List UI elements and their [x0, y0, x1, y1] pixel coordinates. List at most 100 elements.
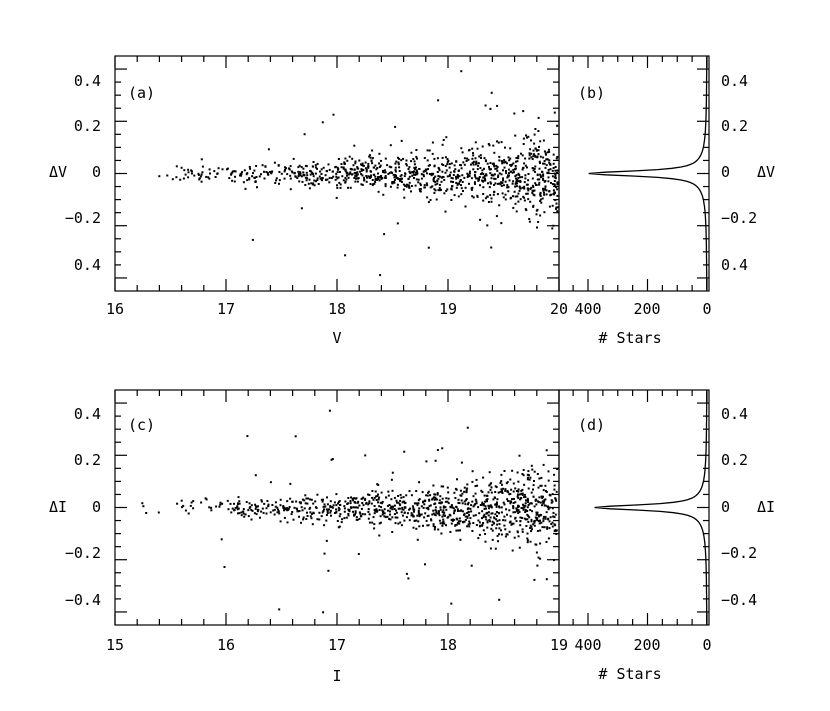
- data-point: [423, 503, 426, 506]
- data-point: [292, 518, 295, 521]
- data-point: [487, 182, 489, 185]
- data-point: [192, 507, 195, 510]
- data-point: [358, 159, 361, 162]
- data-point: [246, 172, 249, 175]
- data-point: [481, 501, 484, 504]
- data-point: [408, 181, 411, 184]
- data-point: [532, 169, 535, 172]
- data-point: [397, 495, 400, 497]
- data-point: [273, 508, 276, 511]
- data-point: [511, 549, 514, 552]
- data-point: [289, 174, 292, 177]
- data-point: [526, 541, 529, 544]
- data-point: [230, 511, 233, 514]
- data-point: [476, 177, 479, 180]
- data-point: [237, 512, 239, 515]
- data-point: [544, 498, 547, 501]
- data-point: [441, 515, 444, 518]
- data-point: [351, 173, 354, 176]
- data-point: [444, 506, 447, 509]
- data-point: [500, 184, 503, 187]
- data-point: [382, 193, 385, 196]
- data-point: [397, 522, 400, 525]
- data-point: [277, 164, 280, 167]
- data-point: [504, 180, 507, 183]
- data-point: [190, 501, 193, 504]
- data-point: [507, 190, 510, 193]
- data-point: [441, 447, 444, 450]
- data-point: [545, 578, 548, 581]
- data-point: [489, 504, 492, 507]
- data-point: [416, 504, 419, 507]
- data-point: [427, 164, 430, 167]
- data-point: [528, 478, 531, 481]
- data-point: [239, 174, 241, 177]
- data-point: [485, 518, 488, 521]
- data-point: [471, 470, 474, 473]
- data-point: [553, 530, 556, 533]
- panel-b-xtick-label: 400: [574, 300, 601, 318]
- data-point: [405, 494, 408, 497]
- data-point: [429, 494, 432, 497]
- data-point: [467, 507, 470, 510]
- data-point: [551, 507, 554, 510]
- data-point: [328, 176, 331, 179]
- data-point: [497, 174, 500, 177]
- data-point: [507, 175, 510, 178]
- data-point: [542, 187, 544, 190]
- data-point: [425, 494, 428, 497]
- data-point: [474, 171, 476, 173]
- data-point: [434, 506, 437, 509]
- data-point: [433, 528, 436, 531]
- data-point: [322, 498, 324, 501]
- data-point: [524, 502, 527, 505]
- data-point: [415, 169, 418, 172]
- data-point: [528, 502, 531, 505]
- data-point: [484, 177, 486, 180]
- data-point: [484, 533, 487, 535]
- data-point: [496, 515, 498, 517]
- data-point: [290, 513, 293, 516]
- data-point: [342, 179, 345, 182]
- data-point: [367, 166, 370, 169]
- data-point: [531, 167, 534, 169]
- data-point: [402, 183, 405, 186]
- data-point: [513, 190, 516, 193]
- data-point: [489, 107, 492, 110]
- data-point: [461, 510, 464, 513]
- data-point: [318, 175, 321, 178]
- data-point: [453, 164, 456, 167]
- data-point: [434, 183, 437, 186]
- data-point: [515, 181, 518, 184]
- data-point: [453, 512, 455, 515]
- data-point: [496, 182, 499, 185]
- data-point: [489, 547, 492, 550]
- data-point: [432, 512, 435, 515]
- data-point: [269, 170, 271, 173]
- data-point: [536, 530, 539, 532]
- data-point: [449, 531, 452, 533]
- data-point: [245, 501, 248, 503]
- data-point: [395, 499, 398, 502]
- data-point: [542, 156, 545, 159]
- data-point: [506, 162, 508, 165]
- data-point: [461, 174, 464, 177]
- data-point: [459, 529, 461, 532]
- data-point: [514, 202, 517, 205]
- data-point: [442, 520, 445, 523]
- data-point: [547, 537, 550, 540]
- data-point: [506, 490, 509, 493]
- data-point: [312, 161, 315, 163]
- data-point: [316, 177, 319, 180]
- data-point: [458, 175, 461, 178]
- data-point: [438, 514, 441, 517]
- data-point: [382, 169, 384, 172]
- data-point: [474, 492, 477, 495]
- data-point: [508, 159, 511, 162]
- data-point: [499, 481, 502, 484]
- data-point: [284, 168, 286, 171]
- data-point: [451, 177, 454, 180]
- data-point: [470, 564, 473, 567]
- data-point: [509, 197, 512, 200]
- data-point: [536, 564, 539, 567]
